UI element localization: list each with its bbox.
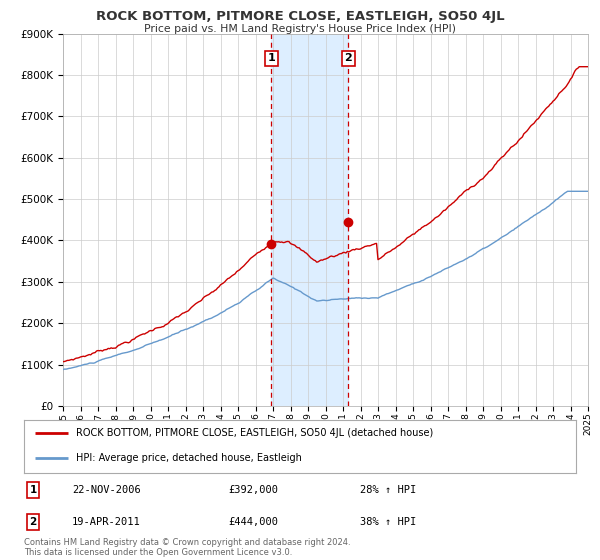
Text: £444,000: £444,000 <box>228 517 278 527</box>
Text: £392,000: £392,000 <box>228 485 278 495</box>
Text: 19-APR-2011: 19-APR-2011 <box>72 517 141 527</box>
Text: 2: 2 <box>344 53 352 63</box>
Text: HPI: Average price, detached house, Eastleigh: HPI: Average price, detached house, East… <box>76 453 302 463</box>
Text: Price paid vs. HM Land Registry's House Price Index (HPI): Price paid vs. HM Land Registry's House … <box>144 24 456 34</box>
Text: 1: 1 <box>268 53 275 63</box>
Text: 2: 2 <box>29 517 37 527</box>
Text: ROCK BOTTOM, PITMORE CLOSE, EASTLEIGH, SO50 4JL: ROCK BOTTOM, PITMORE CLOSE, EASTLEIGH, S… <box>95 10 505 23</box>
Text: 28% ↑ HPI: 28% ↑ HPI <box>360 485 416 495</box>
Text: 38% ↑ HPI: 38% ↑ HPI <box>360 517 416 527</box>
Bar <box>271 34 348 406</box>
Text: 1: 1 <box>29 485 37 495</box>
Text: 22-NOV-2006: 22-NOV-2006 <box>72 485 141 495</box>
Text: ROCK BOTTOM, PITMORE CLOSE, EASTLEIGH, SO50 4JL (detached house): ROCK BOTTOM, PITMORE CLOSE, EASTLEIGH, S… <box>76 428 434 438</box>
Text: Contains HM Land Registry data © Crown copyright and database right 2024.
This d: Contains HM Land Registry data © Crown c… <box>24 538 350 557</box>
